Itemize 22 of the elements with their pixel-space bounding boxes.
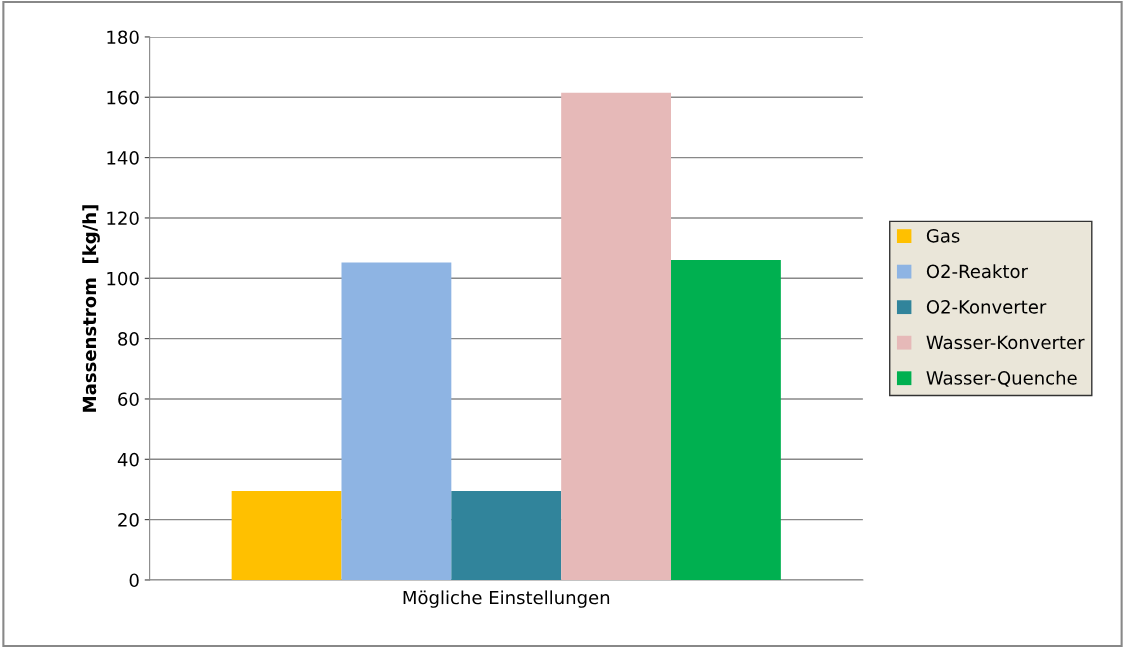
legend-label: O2-Konverter [926, 300, 1047, 314]
y-tick-label: 20 [118, 513, 139, 527]
y-tick-label: 40 [117, 452, 139, 467]
y-tick-label: 140 [107, 151, 139, 165]
y-tick-label: 60 [118, 392, 139, 407]
legend-label: Wasser-Konverter [926, 335, 1085, 350]
legend-label: Gas [926, 228, 960, 243]
bar [671, 259, 781, 580]
bar [451, 490, 562, 580]
bar [561, 92, 672, 580]
y-tick-label: 100 [107, 271, 139, 286]
bar [231, 490, 342, 580]
legend-label: O2-Reaktor [926, 264, 1028, 279]
y-tick-label: 0 [129, 573, 139, 588]
x-axis-title: Mögliche Einstellungen [403, 590, 610, 608]
y-tick-label: 160 [107, 90, 139, 105]
y-tick-label: 180 [107, 30, 139, 45]
y-tick-label: 120 [107, 211, 139, 226]
y-tick-label: 80 [118, 332, 139, 346]
y-axis-title: Massenstrom [kg/h] [82, 205, 100, 412]
legend-label: Wasser-Quenche [926, 370, 1077, 387]
bar [341, 262, 452, 580]
